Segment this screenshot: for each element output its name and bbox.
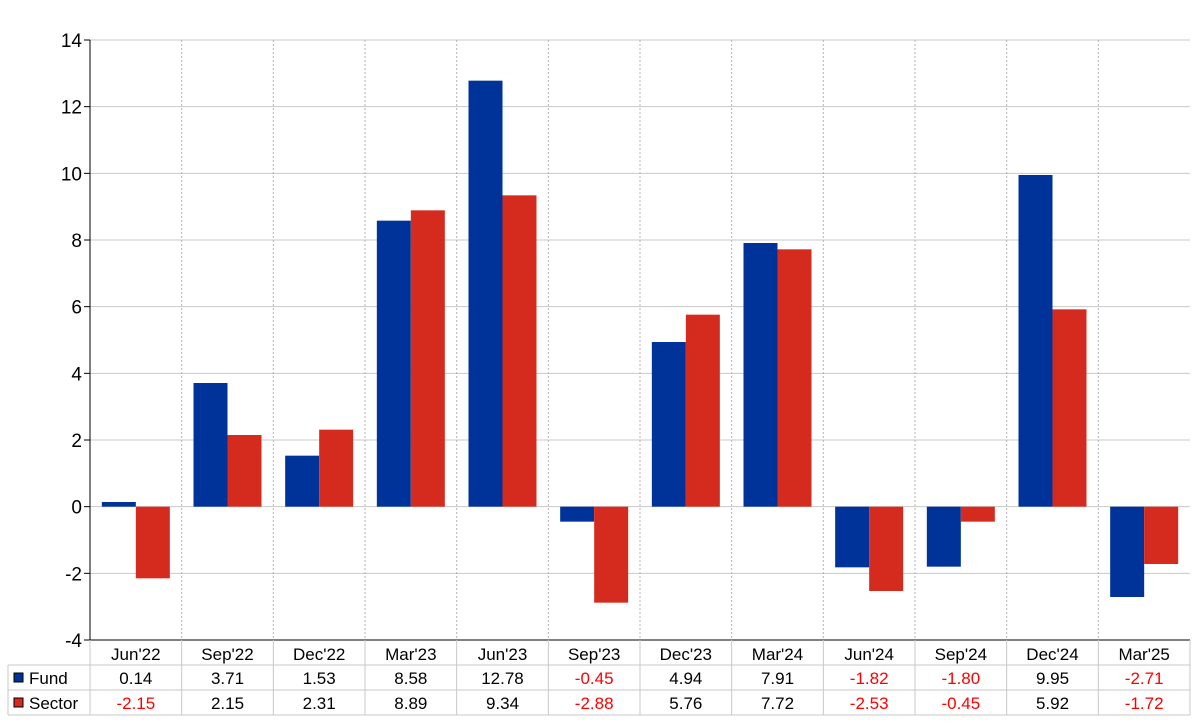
data-label-sector: 7.72	[761, 694, 794, 713]
legend-swatch-sector	[13, 697, 24, 708]
data-label-sector: 9.34	[486, 694, 519, 713]
bar-sector-10	[1052, 309, 1087, 507]
legend-label-sector: Sector	[29, 694, 78, 713]
data-label-sector: -2.88	[575, 694, 614, 713]
y-tick-label: 10	[61, 164, 82, 185]
x-tick-label: Jun'22	[111, 645, 161, 664]
data-label-sector: 5.92	[1036, 694, 1069, 713]
bar-fund-11	[1110, 506, 1145, 597]
data-label-fund: 1.53	[303, 669, 336, 688]
bar-fund-10	[1018, 175, 1053, 507]
data-label-fund: 4.94	[669, 669, 702, 688]
bar-fund-4	[468, 80, 503, 507]
grid	[90, 39, 1190, 641]
bar-fund-1	[193, 383, 228, 507]
x-tick-label: Jun'24	[844, 645, 894, 664]
data-label-sector: 8.89	[394, 694, 427, 713]
y-tick-label: -2	[65, 564, 82, 585]
data-label-sector: 5.76	[669, 694, 702, 713]
legend-swatch-fund	[13, 672, 24, 683]
data-label-fund: 3.71	[211, 669, 244, 688]
data-label-fund: -0.45	[575, 669, 614, 688]
bar-fund-5	[560, 506, 595, 522]
data-label-fund: 9.95	[1036, 669, 1069, 688]
bar-fund-2	[285, 455, 320, 507]
y-tick-label: 12	[61, 98, 82, 119]
bar-sector-1	[227, 435, 262, 507]
bar-sector-4	[502, 195, 537, 507]
bar-sector-2	[319, 429, 354, 507]
data-label-sector: 2.31	[303, 694, 336, 713]
bar-sector-9	[960, 506, 995, 522]
bar-fund-9	[926, 506, 961, 567]
data-label-fund: 8.58	[394, 669, 427, 688]
data-label-fund: -1.80	[941, 669, 980, 688]
x-tick-label: Jun'23	[478, 645, 528, 664]
bar-sector-0	[135, 506, 170, 579]
x-tick-label: Sep'23	[568, 645, 620, 664]
axes: -4 -2 0 2 4 6 8 10 12 14	[61, 31, 91, 652]
x-tick-label: Dec'23	[660, 645, 712, 664]
bar-fund-7	[743, 243, 778, 507]
data-label-sector: 2.15	[211, 694, 244, 713]
data-label-fund: -2.71	[1125, 669, 1164, 688]
bar-fund-6	[651, 342, 686, 507]
data-label-fund: 7.91	[761, 669, 794, 688]
data-table: Jun'22 Sep'22 Dec'22 Mar'23 Jun'23 Sep'23 Dec'…	[7, 639, 1191, 716]
data-label-fund: 0.14	[119, 669, 152, 688]
legend-label-fund: Fund	[29, 669, 68, 688]
bar-fund-3	[376, 220, 411, 507]
data-label-sector: -1.72	[1125, 694, 1164, 713]
data-label-fund: 12.78	[481, 669, 524, 688]
bar-sector-6	[685, 314, 720, 507]
bar-sector-5	[594, 506, 629, 603]
x-tick-label: Sep'24	[935, 645, 987, 664]
y-tick-label: 8	[71, 231, 82, 252]
data-label-sector: -0.45	[941, 694, 980, 713]
y-tick-label: 2	[71, 431, 82, 452]
x-tick-label: Mar'23	[385, 645, 436, 664]
x-tick-label: Mar'25	[1118, 645, 1169, 664]
data-label-sector: -2.15	[116, 694, 155, 713]
y-tick-label: 0	[71, 498, 82, 519]
x-tick-label: Mar'24	[752, 645, 803, 664]
bar-fund-8	[835, 506, 870, 568]
x-tick-label: Dec'22	[293, 645, 345, 664]
bar-sector-3	[410, 210, 445, 507]
y-tick-label: -4	[65, 631, 82, 652]
x-tick-label: Dec'24	[1026, 645, 1078, 664]
y-tick-label: 4	[71, 364, 82, 385]
data-label-sector: -2.53	[850, 694, 889, 713]
y-tick-label: 6	[71, 298, 82, 319]
data-label-fund: -1.82	[850, 669, 889, 688]
bar-sector-7	[777, 249, 812, 507]
bar-sector-11	[1144, 506, 1179, 564]
bar-fund-0	[101, 502, 136, 507]
bar-sector-8	[869, 506, 904, 591]
x-tick-label: Sep'22	[201, 645, 253, 664]
y-tick-label: 14	[61, 31, 83, 52]
bars	[101, 80, 1179, 603]
